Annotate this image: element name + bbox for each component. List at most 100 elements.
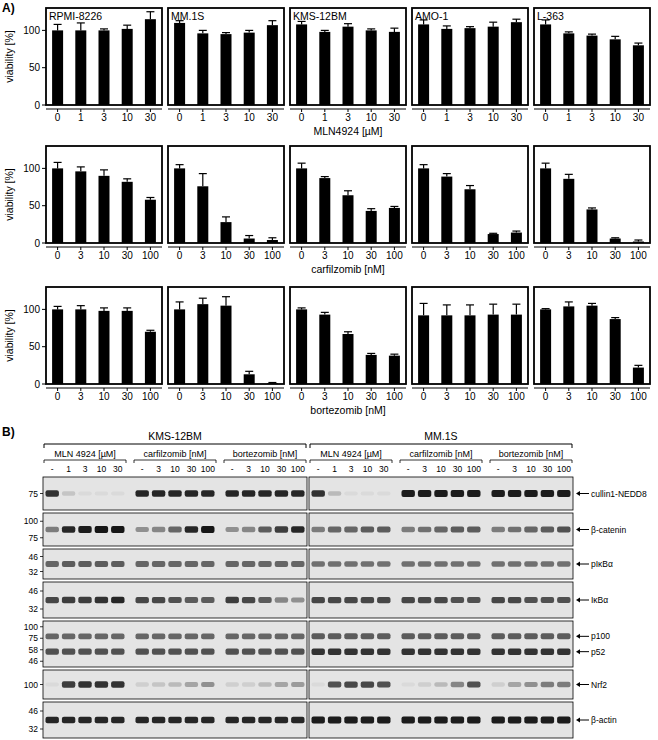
- band: [361, 491, 374, 495]
- band: [185, 682, 198, 687]
- band: [402, 561, 415, 567]
- band: [377, 561, 390, 567]
- error-cap: [176, 164, 184, 165]
- x-tick-label: 0: [543, 112, 549, 123]
- mw-tick: [40, 684, 43, 685]
- error-bar: [146, 330, 154, 331]
- blot-strip: [43, 549, 307, 579]
- y-tick-label: 100: [23, 304, 40, 315]
- band: [201, 717, 214, 724]
- error-bar: [390, 206, 398, 207]
- band: [361, 681, 374, 687]
- mw-marker: 100: [24, 680, 38, 690]
- x-tick-label: 30: [488, 250, 500, 261]
- bar: [465, 315, 476, 384]
- bar: [441, 177, 452, 243]
- x-tick-label: 0: [55, 250, 61, 261]
- plot-area: [540, 302, 644, 384]
- band: [168, 597, 181, 603]
- lane-label: 10: [436, 464, 446, 474]
- band: [344, 681, 357, 687]
- arrow-line: [579, 720, 589, 721]
- mw-tick: [40, 729, 43, 730]
- x-tick-label: 10: [342, 250, 354, 261]
- x-tick-label: 0: [299, 112, 305, 123]
- band: [451, 527, 464, 533]
- lane-label: 100: [201, 464, 215, 474]
- band-row: [46, 561, 571, 567]
- band: [152, 717, 165, 724]
- band: [78, 526, 91, 533]
- band: [226, 649, 239, 655]
- band: [541, 597, 554, 603]
- mw-marker: 46: [29, 656, 39, 666]
- plot-frame: [412, 8, 528, 105]
- error-bar: [298, 308, 306, 309]
- error-stem: [80, 167, 81, 171]
- band: [312, 717, 325, 724]
- error-stem: [272, 21, 273, 25]
- bar: [244, 374, 255, 384]
- plot-area: [418, 165, 522, 243]
- error-bar: [542, 163, 550, 168]
- error-stem: [446, 305, 447, 315]
- error-bar: [321, 30, 329, 31]
- error-bar: [489, 304, 497, 314]
- band: [344, 597, 357, 603]
- band: [136, 561, 149, 567]
- treatment-label: MLN 4924 [µM]: [320, 449, 382, 459]
- band: [291, 717, 304, 724]
- lane-label: 30: [379, 464, 389, 474]
- error-bar: [245, 371, 253, 374]
- bar: [122, 182, 133, 243]
- band: [524, 648, 537, 655]
- band: [312, 561, 325, 567]
- band: [136, 597, 149, 603]
- band: [95, 561, 108, 567]
- plot-area: [418, 303, 522, 384]
- bar: [52, 168, 63, 243]
- y-tick-label: 50: [29, 200, 41, 211]
- x-tick-label: 10: [122, 112, 134, 123]
- x-tick-label: 3: [444, 250, 450, 261]
- band: [95, 597, 108, 604]
- error-cap: [611, 237, 619, 238]
- error-bar: [199, 298, 207, 304]
- lane-label: 10: [526, 464, 536, 474]
- band: [312, 597, 325, 603]
- band: [185, 490, 198, 497]
- lane-label: 100: [557, 464, 571, 474]
- arrow-line: [579, 493, 589, 494]
- arrow-line: [579, 651, 589, 652]
- bar: [563, 179, 574, 243]
- blot-strip: [309, 549, 573, 579]
- error-cap: [268, 382, 276, 383]
- mw-marker: 75: [29, 489, 39, 499]
- mw-marker: 75: [29, 533, 39, 543]
- error-stem: [347, 191, 348, 195]
- plot-area: [296, 21, 400, 105]
- band: [168, 561, 181, 567]
- band: [312, 682, 325, 686]
- bar: [296, 309, 307, 384]
- band: [258, 682, 271, 687]
- x-tick-label: 0: [543, 391, 549, 402]
- band: [168, 649, 181, 655]
- mw-tick: [40, 609, 43, 610]
- band: [62, 633, 75, 639]
- band: [451, 597, 464, 603]
- error-cap: [367, 28, 375, 29]
- error-bar: [321, 177, 329, 178]
- band: [508, 682, 521, 687]
- x-tick-label: 30: [122, 250, 134, 261]
- band: [508, 717, 521, 724]
- band: [258, 490, 271, 497]
- band: [111, 597, 124, 604]
- band: [312, 490, 325, 497]
- band: [492, 633, 505, 639]
- band: [258, 561, 271, 567]
- error-cap: [222, 296, 230, 297]
- band: [467, 717, 480, 724]
- x-tick-label: 3: [322, 250, 328, 261]
- band: [226, 717, 239, 724]
